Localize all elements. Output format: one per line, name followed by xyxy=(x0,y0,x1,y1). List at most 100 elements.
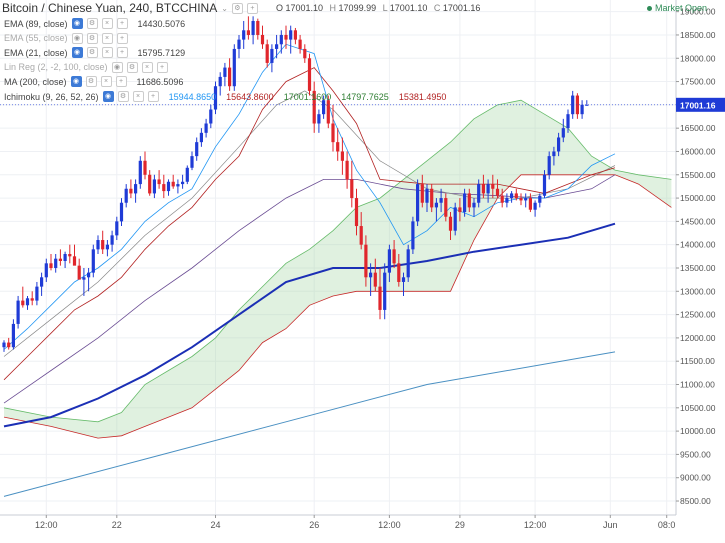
indicator-row[interactable]: EMA (55, close) ◉ ⚙ × + xyxy=(4,32,128,44)
indicator-row[interactable]: MA (200, close) ◉ ⚙ × +11686.5096 xyxy=(4,76,184,88)
settings-icon[interactable]: ⚙ xyxy=(86,18,98,29)
close-icon[interactable]: × xyxy=(101,18,113,29)
candle-body xyxy=(444,198,448,217)
candle-body xyxy=(303,48,307,59)
price-axis xyxy=(676,0,725,543)
settings-icon[interactable]: ⚙ xyxy=(126,61,138,73)
settings-icon[interactable]: ⚙ xyxy=(85,76,97,88)
market-status: Market Open xyxy=(646,3,707,13)
candle-body xyxy=(195,142,199,157)
candle-body xyxy=(510,193,514,199)
indicator-value: 11686.5096 xyxy=(136,76,184,87)
close-value: 17001.16 xyxy=(442,3,481,13)
candle-body xyxy=(317,114,321,124)
candle-body xyxy=(242,30,246,40)
settings-icon[interactable]: ⚙ xyxy=(117,91,129,102)
close-icon[interactable]: × xyxy=(101,32,113,44)
candle-body xyxy=(171,181,175,187)
indicator-label[interactable]: MA (200, close) xyxy=(4,76,67,87)
settings-icon[interactable]: ⚙ xyxy=(231,2,243,14)
add-icon[interactable]: + xyxy=(115,76,127,88)
price-tick-label: 16500.00 xyxy=(680,123,716,133)
symbol-title[interactable]: Bitcoin / Chinese Yuan, 240, BTCCHINA xyxy=(2,1,218,15)
candle-body xyxy=(519,198,523,201)
add-icon[interactable]: + xyxy=(116,32,128,44)
candle-body xyxy=(411,221,415,250)
eye-icon[interactable]: ◉ xyxy=(70,76,82,88)
ichimoku-cloud xyxy=(4,100,672,439)
candle-body xyxy=(364,244,368,278)
indicator-row[interactable]: EMA (21, close) ◉ ⚙ × +15795.7129 xyxy=(4,47,185,59)
candle-body xyxy=(7,342,11,348)
price-tick-label: 16000.00 xyxy=(680,146,716,156)
price-tick-label: 11500.00 xyxy=(680,356,715,366)
candle-body xyxy=(16,300,20,324)
candle-body xyxy=(326,100,330,124)
candle-body xyxy=(481,184,485,194)
candle-body xyxy=(575,95,579,115)
add-icon[interactable]: + xyxy=(116,47,128,59)
close-icon[interactable]: × xyxy=(100,76,112,88)
candle-body xyxy=(430,188,434,208)
indicator-row[interactable]: Lin Reg (2, -2, 100, close) ◉ ⚙ × + xyxy=(4,61,168,73)
indicator-value: 17001.1600 xyxy=(283,91,332,102)
chevron-down-icon[interactable]: ⌄ xyxy=(221,3,228,13)
add-icon[interactable]: + xyxy=(147,91,159,102)
eye-icon[interactable]: ◉ xyxy=(102,91,114,102)
candle-body xyxy=(298,39,302,49)
time-tick-label: 29 xyxy=(455,520,465,530)
eye-icon[interactable]: ◉ xyxy=(71,18,83,29)
candle-body xyxy=(218,76,222,87)
candle-body xyxy=(369,272,373,278)
settings-icon[interactable]: ⚙ xyxy=(86,32,98,44)
indicator-label[interactable]: Lin Reg (2, -2, 100, close) xyxy=(4,62,108,73)
indicator-row[interactable]: Ichimoku (9, 26, 52, 26) ◉ ⚙ × +15944.8650 15… xyxy=(4,91,446,102)
candle-body xyxy=(293,30,297,40)
candle-body xyxy=(340,151,344,161)
candle-body xyxy=(265,44,269,63)
candle-body xyxy=(350,179,354,199)
indicator-row[interactable]: EMA (89, close) ◉ ⚙ × +14430.5076 xyxy=(4,18,185,29)
indicator-label[interactable]: Ichimoku (9, 26, 52, 26) xyxy=(4,91,99,102)
candle-body xyxy=(91,249,95,273)
eye-icon[interactable]: ◉ xyxy=(111,61,123,73)
close-icon[interactable]: × xyxy=(101,47,113,59)
indicator-label[interactable]: EMA (89, close) xyxy=(4,18,68,29)
candle-body xyxy=(477,184,481,203)
candle-body xyxy=(495,188,500,196)
price-tick-label: 10000.00 xyxy=(680,426,716,436)
time-tick-label: 12:00 xyxy=(35,520,58,530)
eye-icon[interactable]: ◉ xyxy=(71,47,83,59)
candle-body xyxy=(434,202,438,208)
price-tick-label: 12500.00 xyxy=(680,310,716,320)
candle-body xyxy=(105,244,109,250)
ichimoku-tenkan xyxy=(3,43,616,350)
add-icon[interactable]: + xyxy=(116,18,128,29)
candle-body xyxy=(49,263,53,268)
candle-body xyxy=(190,156,194,168)
candle-body xyxy=(124,188,128,203)
indicator-label[interactable]: EMA (21, close) xyxy=(4,47,68,58)
candle-body xyxy=(401,277,406,282)
price-tick-label: 10500.00 xyxy=(680,403,716,413)
candle-body xyxy=(416,184,420,222)
settings-icon[interactable]: ⚙ xyxy=(86,47,98,59)
add-icon[interactable]: + xyxy=(156,61,168,73)
candle-body xyxy=(580,104,584,115)
add-icon[interactable]: + xyxy=(246,2,258,14)
candle-body xyxy=(463,193,467,213)
candle-body xyxy=(58,258,62,261)
close-icon[interactable]: × xyxy=(141,61,153,73)
candle-body xyxy=(331,123,335,143)
candle-body xyxy=(54,258,58,268)
time-tick-label: 22 xyxy=(112,520,122,530)
eye-icon[interactable]: ◉ xyxy=(71,32,83,44)
close-icon[interactable]: × xyxy=(132,91,144,102)
ichimoku-kijun xyxy=(3,67,616,381)
candle-body xyxy=(35,286,39,301)
symbol-header: Bitcoin / Chinese Yuan, 240, BTCCHINA ⌄ … xyxy=(2,1,480,15)
indicator-label[interactable]: EMA (55, close) xyxy=(4,33,68,44)
price-tick-label: 12000.00 xyxy=(680,333,716,343)
